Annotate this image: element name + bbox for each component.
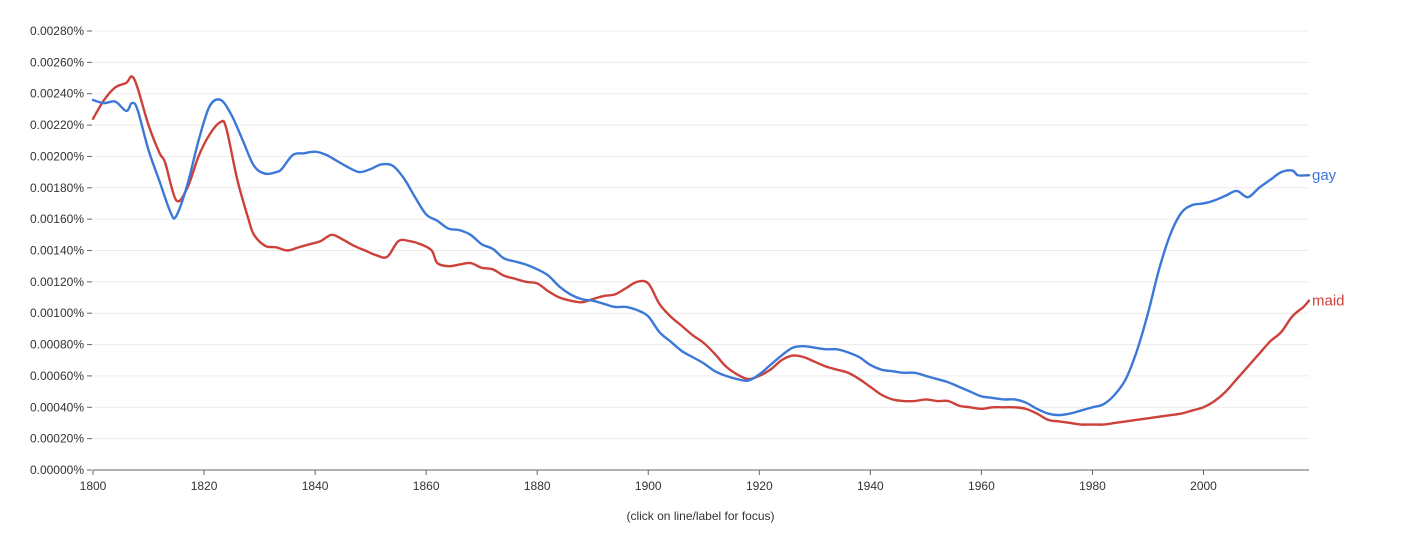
y-tick-label: 0.00200% [30,149,84,163]
x-tick-label: 1860 [413,479,440,493]
x-tick-label: 1820 [191,479,218,493]
y-tick-label: 0.00100% [30,306,84,320]
series-layer [91,75,1311,426]
y-tick-label: 0.00060% [30,369,84,383]
grid-layer [93,30,1309,440]
y-tick-label: 0.00220% [30,118,84,132]
x-tick-label: 1880 [524,479,551,493]
x-tick-label: 1900 [635,479,662,493]
x-tick-label: 1960 [968,479,995,493]
x-tick-label: 1800 [80,479,107,493]
y-tick-label: 0.00000% [30,463,84,477]
y-tick-label: 0.00040% [30,400,84,414]
x-tick-label: 2000 [1190,479,1217,493]
y-tick-label: 0.00080% [30,338,84,352]
y-tick-label: 0.00280% [30,24,84,38]
series-label-maid[interactable]: maid [1312,293,1345,310]
x-tick-label: 1840 [302,479,329,493]
y-tick-label: 0.00120% [30,275,84,289]
series-line-maid[interactable] [91,75,1311,426]
y-tick-label: 0.00140% [30,244,84,258]
x-tick-label: 1940 [857,479,884,493]
series-label-gay[interactable]: gay [1312,167,1337,184]
y-tick-label: 0.00180% [30,181,84,195]
axis-layer: 0.00000% 0.00020% 0.00040% 0.00060% 0.00080%… [30,24,1309,493]
series-line-gay[interactable] [91,98,1311,417]
focus-hint: (click on line/label for focus) [626,509,775,523]
x-tick-label: 1920 [746,479,773,493]
y-tick-label: 0.00160% [30,212,84,226]
x-tick-label: 1980 [1079,479,1106,493]
y-tick-label: 0.00260% [30,55,84,69]
y-tick-label: 0.00240% [30,87,84,101]
label-layer: maid gay [1312,167,1345,309]
y-tick-label: 0.00020% [30,432,84,446]
